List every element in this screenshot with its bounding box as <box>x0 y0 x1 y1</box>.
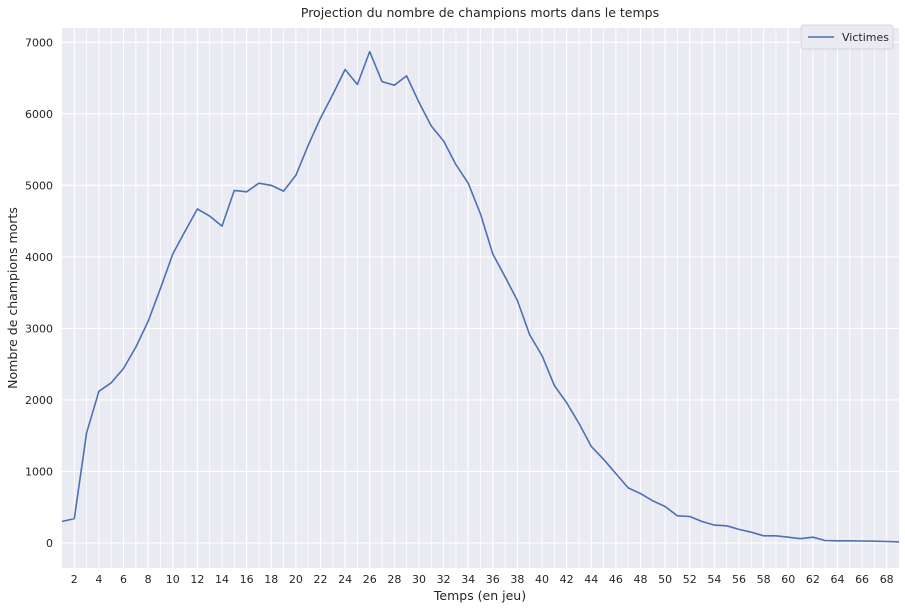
x-tick-label: 62 <box>806 573 820 586</box>
y-tick-label: 6000 <box>25 108 53 121</box>
x-tick-label: 40 <box>535 573 549 586</box>
x-tick-label: 52 <box>683 573 697 586</box>
x-tick-label: 46 <box>609 573 623 586</box>
x-tick-label: 12 <box>190 573 204 586</box>
x-axis-label: Temps (en jeu) <box>433 588 526 603</box>
y-tick-label: 1000 <box>25 465 53 478</box>
x-tick-label: 42 <box>560 573 574 586</box>
chart-title: Projection du nombre de champions morts … <box>301 5 659 20</box>
x-tick-label: 24 <box>338 573 352 586</box>
x-tick-label: 22 <box>313 573 327 586</box>
y-tick-label: 7000 <box>25 36 53 49</box>
x-tick-label: 64 <box>830 573 844 586</box>
x-tick-label: 26 <box>363 573 377 586</box>
x-tick-label: 28 <box>387 573 401 586</box>
x-tick-label: 2 <box>71 573 78 586</box>
legend-label: Victimes <box>842 31 889 44</box>
x-tick-label: 44 <box>584 573 598 586</box>
legend-box <box>800 24 894 50</box>
x-tick-label: 56 <box>732 573 746 586</box>
x-tick-label: 14 <box>215 573 229 586</box>
x-tick-label: 4 <box>95 573 102 586</box>
series-line-victimes <box>61 50 900 543</box>
legend: Victimes <box>800 24 894 50</box>
y-tick-label: 5000 <box>25 179 53 192</box>
x-tick-label: 38 <box>510 573 524 586</box>
x-tick-label: 58 <box>757 573 771 586</box>
x-tick-label: 68 <box>880 573 894 586</box>
x-tick-label: 60 <box>781 573 795 586</box>
y-tick-label: 0 <box>46 537 53 550</box>
grid <box>62 28 899 568</box>
y-tick-label: 4000 <box>25 251 53 264</box>
x-tick-label: 10 <box>166 573 180 586</box>
x-tick-label: 8 <box>145 573 152 586</box>
y-tick-labels: 0 1000 2000 3000 4000 5000 6000 7000 <box>25 36 53 550</box>
x-tick-label: 48 <box>634 573 648 586</box>
x-tick-label: 34 <box>461 573 475 586</box>
x-tick-label: 32 <box>437 573 451 586</box>
x-tick-label: 54 <box>707 573 721 586</box>
y-tick-label: 2000 <box>25 394 53 407</box>
x-tick-label: 6 <box>120 573 127 586</box>
x-tick-label: 20 <box>289 573 303 586</box>
x-tick-label: 50 <box>658 573 672 586</box>
x-tick-label: 66 <box>855 573 869 586</box>
x-tick-label: 30 <box>412 573 426 586</box>
x-tick-label: 18 <box>264 573 278 586</box>
x-tick-label: 36 <box>486 573 500 586</box>
y-axis-label: Nombre de champions morts <box>5 207 20 389</box>
series-lines <box>61 50 900 543</box>
x-tick-labels: 2 4 6 8 10 12 14 16 18 20 22 24 26 28 30 32 34 36 38 40 42 44… <box>71 573 894 586</box>
y-tick-label: 3000 <box>25 322 53 335</box>
x-tick-label: 16 <box>240 573 254 586</box>
